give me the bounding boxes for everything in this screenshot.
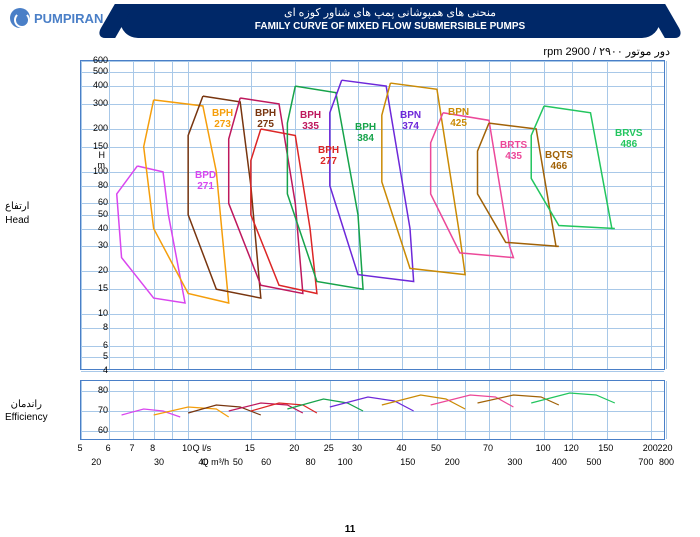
x-tick-ls: 150	[598, 443, 613, 453]
eff-tick: 70	[83, 405, 108, 415]
x-tick-m3h: 200	[445, 457, 460, 467]
y-unit: Hm	[90, 150, 105, 170]
y-tick: 5	[83, 351, 108, 361]
efficiency-chart	[80, 380, 665, 440]
pump-label-bph-273: BPH273	[212, 108, 233, 130]
x-tick-m3h: 80	[306, 457, 316, 467]
eff-tick: 60	[83, 425, 108, 435]
x-tick-ls: 6	[106, 443, 111, 453]
x-tick-ls: 30	[352, 443, 362, 453]
title-banner: منحنی های همپوشانی پمپ های شناور کوزه ای…	[120, 4, 660, 38]
rpm-label: دور موتور ۲۹۰۰ / 2900 rpm	[543, 45, 670, 58]
y-tick: 30	[83, 240, 108, 250]
x-tick-m3h: 400	[552, 457, 567, 467]
pump-label-bpd-271: BPD271	[195, 170, 216, 192]
pump-label-brvs-486: BRVS486	[615, 128, 643, 150]
pump-label-bph-384: BPH384	[355, 122, 376, 144]
x-tick-ls: 120	[564, 443, 579, 453]
y-tick: 200	[83, 123, 108, 133]
x-tick-m3h: 150	[400, 457, 415, 467]
x-tick-m3h: 50	[233, 457, 243, 467]
x-tick-ls: 5	[77, 443, 82, 453]
x-tick-m3h: 300	[507, 457, 522, 467]
pump-label-bpn-374: BPN374	[400, 110, 421, 132]
x-tick-ls: 8	[150, 443, 155, 453]
logo-text: PUMPIRAN	[34, 11, 103, 26]
title-fa: منحنی های همپوشانی پمپ های شناور کوزه ای	[140, 6, 640, 20]
x-tick-ls: 25	[324, 443, 334, 453]
x-tick-m3h: 60	[261, 457, 271, 467]
pump-label-bph-277: BPH277	[318, 145, 339, 167]
y-tick: 50	[83, 209, 108, 219]
x-tick-ls: 50	[431, 443, 441, 453]
pump-label-bph-335: BPH335	[300, 110, 321, 132]
x-tick-m3h: 20	[91, 457, 101, 467]
y-tick: 500	[83, 66, 108, 76]
x-tick-ls: 40	[396, 443, 406, 453]
x-tick-m3h: 100	[338, 457, 353, 467]
y-tick: 400	[83, 80, 108, 90]
x-tick-ls: 7	[129, 443, 134, 453]
y-tick: 15	[83, 283, 108, 293]
y-tick: 20	[83, 265, 108, 275]
pump-label-bpn-425: BPN425	[448, 107, 469, 129]
x-tick-ls: 200	[643, 443, 658, 453]
y-tick: 6	[83, 340, 108, 350]
head-chart	[80, 60, 665, 370]
y-tick: 4	[83, 365, 108, 375]
page-number: 11	[345, 524, 356, 535]
y-tick: 40	[83, 223, 108, 233]
pump-label-brts-435: BRTS435	[500, 140, 527, 162]
x-tick-ls: 20	[289, 443, 299, 453]
y-tick: 8	[83, 322, 108, 332]
x-tick-m3h: 700	[638, 457, 653, 467]
x-tick-m3h: 30	[154, 457, 164, 467]
y-tick: 600	[83, 55, 108, 65]
x-tick-ls: 10	[182, 443, 192, 453]
brand-logo: PUMPIRAN	[10, 8, 103, 28]
eff-tick: 80	[83, 385, 108, 395]
x-tick-ls: 15	[245, 443, 255, 453]
logo-icon	[10, 8, 30, 28]
x-unit-m3h: Q m³/h	[202, 457, 230, 467]
x-tick-m3h: 500	[586, 457, 601, 467]
x-unit-ls: Q l/s	[193, 443, 212, 453]
x-tick-ls: 100	[536, 443, 551, 453]
x-tick-ls: 220	[657, 443, 672, 453]
y-axis-label-head: ارتفاع Head	[5, 200, 29, 228]
pump-label-bph-275: BPH275	[255, 108, 276, 130]
y-tick: 80	[83, 180, 108, 190]
pump-label-bqts-466: BQTS466	[545, 150, 573, 172]
x-tick-ls: 70	[483, 443, 493, 453]
x-tick-m3h: 800	[659, 457, 674, 467]
y-axis-label-eff: راندمان Efficiency	[5, 398, 48, 424]
y-tick: 10	[83, 308, 108, 318]
title-en: FAMILY CURVE OF MIXED FLOW SUBMERSIBLE P…	[140, 20, 640, 33]
y-tick: 60	[83, 197, 108, 207]
y-tick: 300	[83, 98, 108, 108]
